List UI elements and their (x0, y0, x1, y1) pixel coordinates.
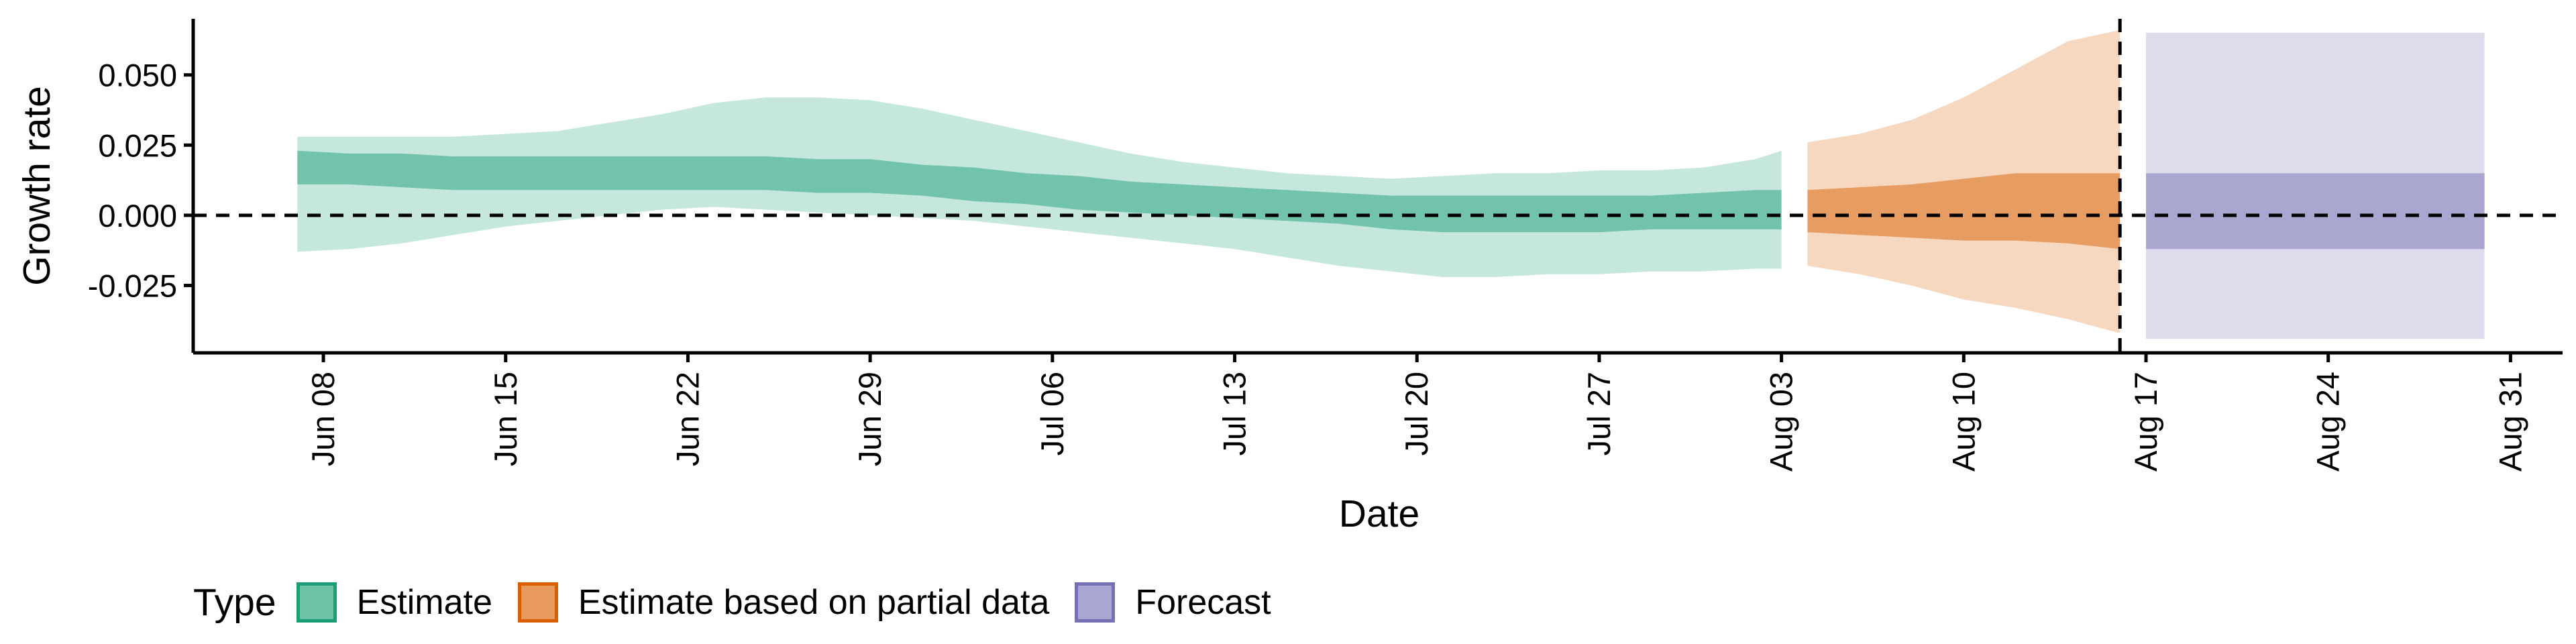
y-tick-label: 0.025 (98, 127, 177, 163)
legend: Type Estimate Estimate based on partial … (193, 578, 1297, 627)
x-tick-label: Aug 24 (2310, 372, 2346, 472)
legend-item-forecast: Forecast (1075, 582, 1271, 623)
x-tick-label: Jun 15 (488, 372, 523, 466)
x-tick-label: Jul 13 (1217, 372, 1252, 455)
legend-label-estimate: Estimate (356, 583, 492, 622)
ribbon-50-estimate (297, 150, 1782, 233)
x-tick-label: Jun 22 (670, 372, 706, 466)
x-tick-label: Aug 10 (1945, 372, 1981, 472)
legend-item-estimate: Estimate (296, 582, 492, 623)
legend-key-forecast (1075, 582, 1116, 623)
y-tick-label: 0.000 (98, 198, 177, 233)
legend-key-partial (517, 582, 558, 623)
x-tick-label: Aug 17 (2128, 372, 2163, 472)
reference-lines (193, 19, 2563, 353)
legend-title: Type (193, 581, 276, 624)
y-axis-title: Growth rate (15, 86, 58, 286)
x-tick-label: Jun 08 (305, 372, 341, 466)
legend-label-partial: Estimate based on partial data (578, 583, 1050, 622)
legend-label-forecast: Forecast (1135, 583, 1271, 622)
legend-item-partial: Estimate based on partial data (517, 582, 1050, 623)
tick-layer: 0.050 0.025 0.000 -0.025 Jun 08 Jun 15 Jun 22 J… (88, 58, 2528, 472)
x-tick-label: Jul 06 (1034, 372, 1070, 455)
ribbon-50-forecast (2146, 173, 2485, 250)
x-tick-label: Aug 03 (1764, 372, 1799, 472)
ribbon-layer (297, 30, 2485, 339)
x-tick-label: Aug 31 (2492, 372, 2528, 472)
x-axis-title: Date (1339, 492, 1419, 535)
y-tick-label: -0.025 (88, 268, 177, 304)
y-tick-label: 0.050 (98, 58, 177, 93)
x-tick-label: Jul 27 (1581, 372, 1617, 455)
x-tick-label: Jul 20 (1399, 372, 1434, 455)
ribbon-50-partial (1807, 173, 2121, 250)
x-tick-label: Jun 29 (852, 372, 888, 466)
legend-key-estimate (296, 582, 337, 623)
